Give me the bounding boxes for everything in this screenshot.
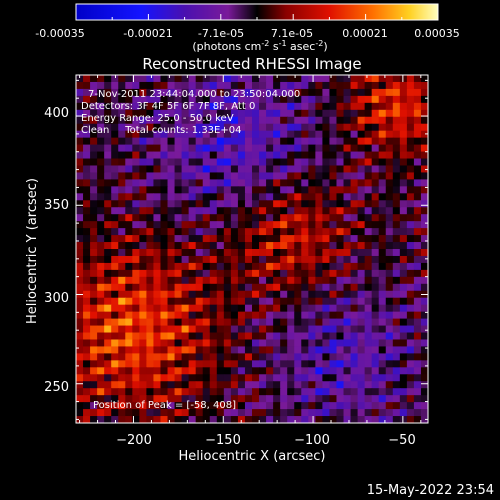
y-tick-label-3: 400 <box>44 106 69 121</box>
x-tick-label-2: −100 <box>294 433 330 448</box>
annotation-detectors: Detectors: 3F 4F 5F 6F 7F 8F, Att 0 <box>81 101 255 112</box>
peak-position-label: Position of Peak = [-58, 408] <box>93 400 236 411</box>
colorbar-tick-label-3: 7.1e-05 <box>271 27 313 40</box>
y-tick-label-2: 350 <box>44 198 69 213</box>
axis-ticks <box>76 75 428 423</box>
annotation-energy-range: Energy Range: 25.0 - 50.0 keV <box>81 113 234 124</box>
plot-frame <box>75 74 429 424</box>
colorbar-tick-label-4: 0.00021 <box>342 27 388 40</box>
x-tick-label-1: −150 <box>205 433 241 448</box>
y-tick-label-1: 300 <box>44 291 69 306</box>
heatmap-image <box>76 75 428 423</box>
x-tick-label-0: −200 <box>116 433 152 448</box>
chart-title: Reconstructed RHESSI Image <box>142 55 361 73</box>
x-axis-label: Heliocentric X (arcsec) <box>179 449 326 464</box>
colorbar-tick-label-5: 0.00035 <box>414 27 460 40</box>
y-tick-label-0: 250 <box>44 380 69 395</box>
colorbar-units: (photons cm-2 s-1 asec-2) <box>192 39 327 53</box>
annotation-time-range: 7-Nov-2011 23:44:04.000 to 23:50:04.000 <box>88 89 300 100</box>
y-axis-label: Heliocentric Y (arcsec) <box>25 178 40 324</box>
footer-timestamp: 15-May-2022 23:54 <box>367 483 494 498</box>
x-tick-label-3: −50 <box>388 433 415 448</box>
colorbar-tick-label-0: -0.00035 <box>35 27 84 40</box>
annotation-clean-counts: Clean Total counts: 1.33E+04 <box>81 125 241 136</box>
colorbar-ticks <box>75 14 439 20</box>
colorbar-tick-label-2: -7.1e-05 <box>198 27 244 40</box>
colorbar-tick-label-1: -0.00021 <box>123 27 172 40</box>
